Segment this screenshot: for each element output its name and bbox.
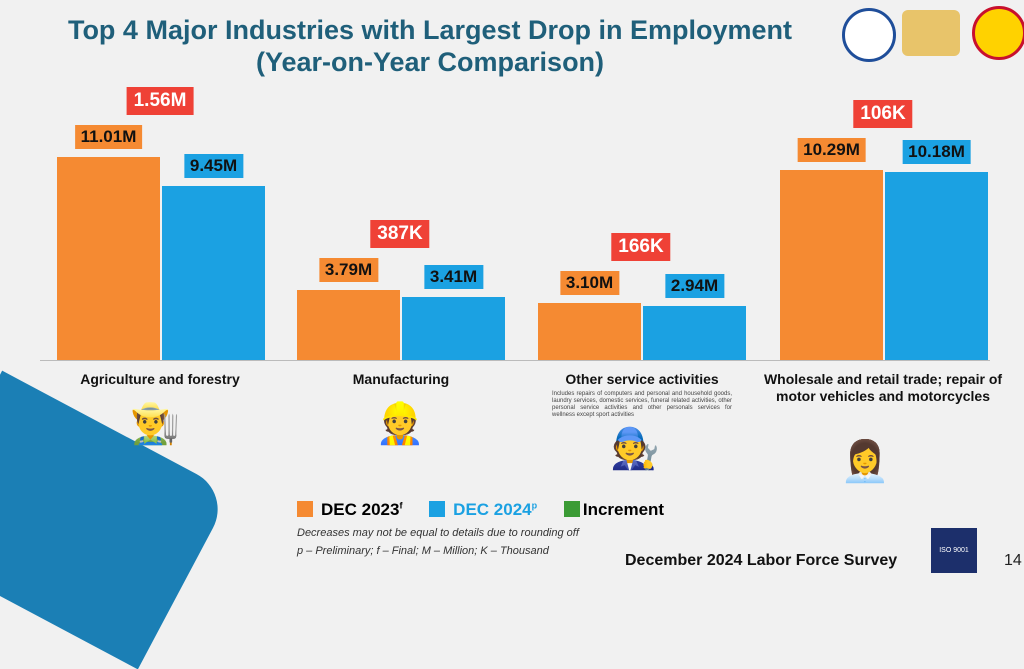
bagong-pilipinas-logo <box>972 6 1024 60</box>
footnotes: Decreases may not be equal to details du… <box>297 524 579 560</box>
service-workers-icon: 🧑‍🔧 <box>610 427 660 471</box>
legend-swatch <box>429 501 446 517</box>
lfs-logo <box>902 10 960 56</box>
slide-title: Top 4 Major Industries with Largest Drop… <box>0 14 860 78</box>
legend: DEC 2023f DEC 2024p Increment <box>297 500 664 520</box>
bar-dec2024 <box>885 172 988 360</box>
value-label: 3.41M <box>423 265 484 290</box>
bar-dec2024 <box>162 185 265 360</box>
bar-dec2023 <box>538 302 641 360</box>
legend-swatch <box>297 501 313 517</box>
decrease-label: 106K <box>853 100 913 129</box>
value-label: 2.94M <box>664 273 725 298</box>
decrease-label: 387K <box>370 220 430 249</box>
decrease-label: 1.56M <box>126 86 194 115</box>
category-label: Other service activities Includes repairs… <box>522 371 762 419</box>
category-label: Wholesale and retail trade; repair of mo… <box>763 371 1003 404</box>
value-label: 10.29M <box>797 138 866 163</box>
note-abbreviations: p – Preliminary; f – Final; M – Million;… <box>297 545 549 557</box>
legend-item-2023: DEC 2023f <box>297 500 402 519</box>
legend-label: Increment <box>582 500 665 519</box>
legend-sup: p <box>531 500 538 511</box>
value-label: 10.18M <box>902 140 971 165</box>
factory-workers-icon: 👷 <box>375 402 425 446</box>
value-label: 9.45M <box>183 153 244 178</box>
bar-dec2024 <box>402 297 505 360</box>
legend-item-increment: Increment <box>563 500 665 519</box>
category-text: Other service activities <box>565 371 719 387</box>
iso-badge: ISO 9001 <box>931 528 977 573</box>
legend-label: DEC 2024 <box>453 500 532 519</box>
legend-swatch <box>563 501 580 517</box>
category-label: Manufacturing <box>352 371 450 387</box>
value-label: 3.10M <box>559 270 620 295</box>
bar-dec2024 <box>643 305 746 360</box>
legend-sup: f <box>399 500 403 511</box>
bar-dec2023 <box>780 170 883 360</box>
decrease-label: 166K <box>611 232 671 261</box>
bar-dec2023 <box>57 156 160 360</box>
bar-dec2023 <box>297 290 400 360</box>
cashier-icon: 👩‍💼 <box>840 440 890 484</box>
psa-logo <box>842 8 896 62</box>
value-label: 11.01M <box>74 124 143 149</box>
legend-label: DEC 2023 <box>321 500 400 519</box>
category-label: Agriculture and forestry <box>80 371 240 387</box>
title-line-1: Top 4 Major Industries with Largest Drop… <box>67 15 793 45</box>
decorative-wedge <box>0 370 232 669</box>
category-note: Includes repairs of computers and person… <box>552 391 732 418</box>
title-line-2: (Year-on-Year Comparison) <box>255 47 605 77</box>
footer-title: December 2024 Labor Force Survey <box>625 552 898 569</box>
page-number: 14 <box>1004 552 1022 569</box>
note-rounding: Decreases may not be equal to details du… <box>297 527 579 539</box>
value-label: 3.79M <box>318 258 379 283</box>
farmer-icon: 👨‍🌾 <box>130 402 180 446</box>
baseline <box>40 360 990 361</box>
legend-item-2024: DEC 2024p <box>429 500 537 519</box>
